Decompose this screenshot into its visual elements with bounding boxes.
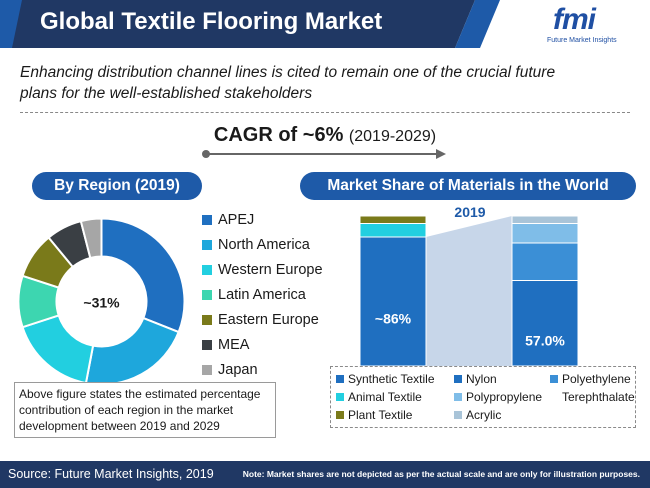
logo-mark: fmi <box>553 3 596 36</box>
bar-data-label-nylon: 57.0% <box>525 332 565 348</box>
legend-label: Plant Textile <box>348 408 413 422</box>
materials-legend-item-polypropylene: Polypropylene <box>454 390 542 404</box>
legend-label: APEJ <box>218 212 255 228</box>
legend-swatch <box>202 265 212 275</box>
legend-swatch <box>454 393 462 401</box>
legend-swatch <box>202 215 212 225</box>
bar-connector <box>426 216 512 366</box>
bar-segment-plant-textile <box>359 215 427 224</box>
region-legend: APEJ North America Western Europe Latin Ame… <box>202 212 323 387</box>
legend-label: Western Europe <box>218 262 323 278</box>
materials-stacked-bar-chart: 2019 ~86% 57.0% <box>359 204 579 367</box>
bar-segment-polypropylene <box>511 223 579 244</box>
legend-swatch <box>454 411 462 419</box>
source-text: Source: Future Market Insights, 2019 <box>8 467 214 481</box>
legend-label: Nylon <box>466 372 497 386</box>
region-note: Above figure states the estimated percen… <box>14 382 276 438</box>
bar-chart-title: 2019 <box>454 204 485 220</box>
materials-legend-item-synthetic-textile: Synthetic Textile <box>336 372 435 386</box>
donut-slice-japan <box>79 217 103 260</box>
region-legend-item-eastern-europe: Eastern Europe <box>202 312 323 337</box>
bar-segment-polyethylene-terephthalate <box>511 242 579 281</box>
region-donut-chart: ~31% <box>17 217 186 386</box>
divider <box>20 112 630 113</box>
region-legend-item-western-europe: Western Europe <box>202 262 323 287</box>
legend-label: Latin America <box>218 287 306 303</box>
materials-legend-frame <box>330 366 636 428</box>
materials-legend-item-plant-textile: Plant Textile <box>336 408 412 422</box>
legend-label: Polypropylene <box>466 390 543 404</box>
header-background <box>0 0 500 48</box>
footer: Source: Future Market Insights, 2019 Not… <box>0 461 650 488</box>
bar-segment-animal-textile <box>359 223 427 238</box>
region-legend-item-japan: Japan <box>202 362 323 387</box>
cagr-headline: CAGR of ~6% (2019-2029) <box>0 124 650 147</box>
legend-swatch <box>336 411 344 419</box>
header-banner: Global Textile Flooring Market <box>0 0 650 48</box>
cagr-arrow <box>202 149 446 159</box>
legend-swatch <box>550 375 558 383</box>
bar-segment-nylon <box>511 280 579 367</box>
region-legend-item-latin-america: Latin America <box>202 287 323 312</box>
region-heading: By Region (2019) <box>32 172 202 200</box>
cagr-period: (2019-2029) <box>348 128 437 145</box>
legend-swatch <box>336 393 344 401</box>
bar-data-label-synthetic-textile: ~86% <box>375 311 412 327</box>
cagr-label: CAGR of ~6% <box>213 124 344 146</box>
legend-label: Acrylic <box>466 408 502 422</box>
region-legend-item-apej: APEJ <box>202 212 323 237</box>
legend-swatch <box>202 290 212 300</box>
logo-tagline: Future Market Insights <box>547 37 617 44</box>
donut-slice-apej <box>100 217 186 334</box>
page-title: Global Textile Flooring Market <box>40 8 383 35</box>
region-legend-item-mea: MEA <box>202 337 323 362</box>
legend-swatch <box>202 240 212 250</box>
legend-label: Synthetic Textile <box>348 372 435 386</box>
fmi-logo: fmi Future Market Insights <box>547 4 647 46</box>
donut-center-label: ~31% <box>83 295 120 311</box>
materials-legend-item-animal-textile: Animal Textile <box>336 390 422 404</box>
legend-swatch <box>202 340 212 350</box>
legend-swatch <box>202 365 212 375</box>
legend-label: MEA <box>218 337 250 353</box>
legend-label: North America <box>218 237 310 253</box>
intro-text: Enhancing distribution channel lines is … <box>20 64 556 102</box>
bar-segment-acrylic <box>511 215 579 224</box>
materials-legend-item-acrylic: Acrylic <box>454 408 501 422</box>
legend-swatch <box>336 375 344 383</box>
footer-note: Note: Market shares are not depicted as … <box>242 469 640 479</box>
legend-label: Animal Textile <box>348 390 422 404</box>
donut-slice-western-europe <box>21 314 95 385</box>
donut-slice-north-america <box>84 316 180 386</box>
materials-legend-item-polyethylene-terephthalate: Polyethylene Terephthalate <box>550 372 635 404</box>
materials-heading: Market Share of Materials in the World <box>300 172 636 200</box>
legend-label: Japan <box>218 362 258 378</box>
legend-swatch <box>454 375 462 383</box>
region-legend-item-north-america: North America <box>202 237 323 262</box>
bar-segment-synthetic-textile <box>359 236 427 367</box>
legend-swatch <box>202 315 212 325</box>
materials-legend-item-nylon: Nylon <box>454 372 497 386</box>
legend-label: Polyethylene Terephthalate <box>562 372 635 404</box>
legend-label: Eastern Europe <box>218 312 319 328</box>
